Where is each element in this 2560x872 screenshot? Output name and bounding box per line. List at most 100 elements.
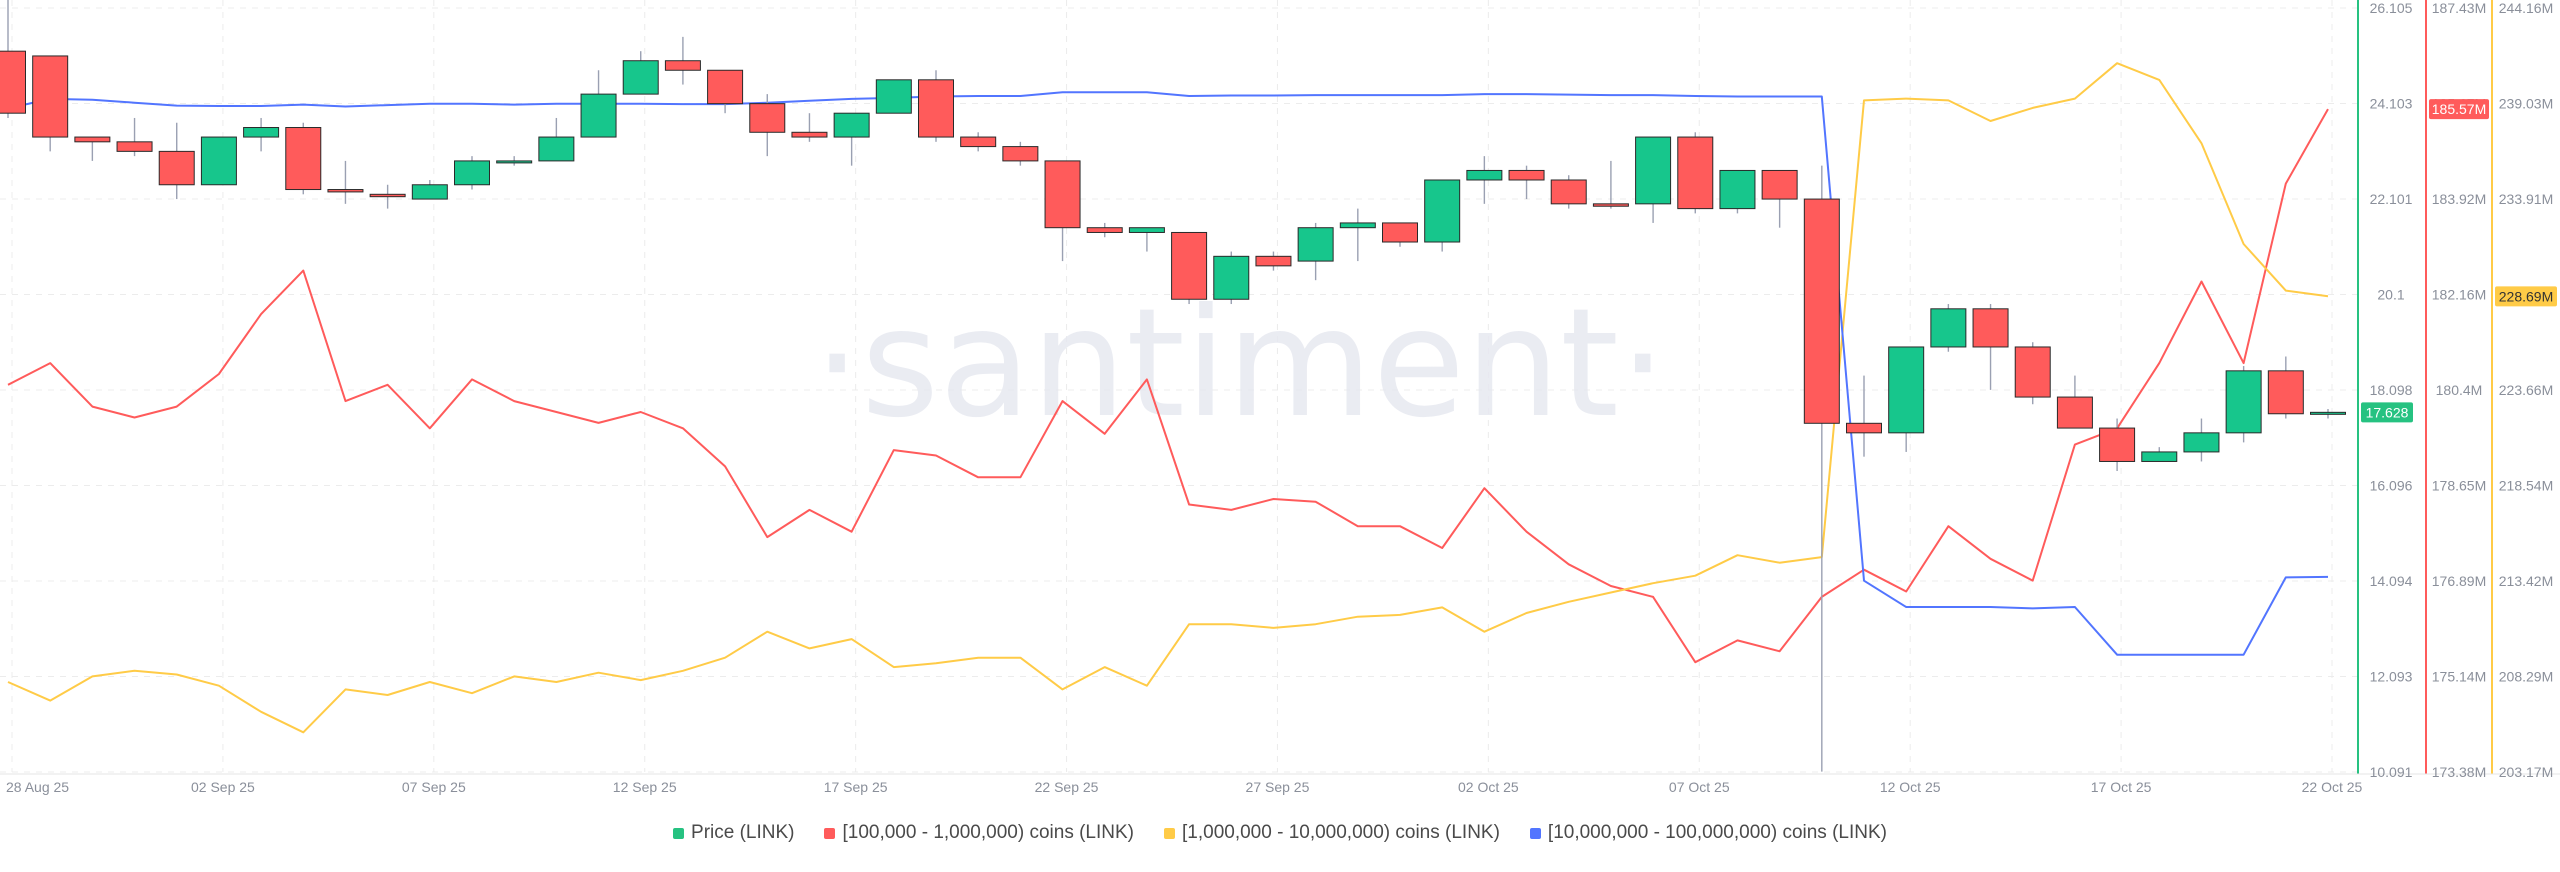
candle-body (960, 136, 997, 148)
legend-item-10m-100m[interactable]: [10,000,000 - 100,000,000) coins (LINK) (1529, 822, 1887, 844)
x-tick-label: 07 Oct 25 (1669, 779, 1730, 795)
candle-body (0, 50, 26, 114)
price-axis-tick-label: 16.096 (2370, 478, 2413, 494)
candles (0, 0, 2346, 772)
candle-body (243, 127, 280, 138)
legend-item-1m-10m[interactable]: [1,000,000 - 10,000,000) coins (LINK) (1164, 822, 1500, 844)
yellow-axis-tick-label: 208.29M (2499, 669, 2553, 685)
candle-body (2014, 346, 2051, 398)
yellow-axis-tick-label: 244.16M (2499, 0, 2553, 16)
price-axis-tick-label: 26.105 (2370, 0, 2413, 16)
price-axis-tick-label: 14.094 (2370, 573, 2413, 589)
x-tick-label: 12 Sep 25 (613, 779, 677, 795)
candle-body (1255, 255, 1292, 267)
x-tick-label: 22 Sep 25 (1035, 779, 1099, 795)
yellow-axis-tick-label: 239.03M (2499, 96, 2553, 112)
price-axis-tick-label: 24.103 (2370, 96, 2413, 112)
candle-body (1635, 136, 1672, 205)
candle-body (1972, 308, 2009, 348)
axes: 26.105 24.103 22.101 20.1 18.098 16.096 14.094… (0, 0, 2560, 795)
candle-body (1382, 222, 1418, 243)
legend-swatch (1164, 827, 1175, 839)
candle-body (116, 141, 153, 152)
candle-body (749, 103, 786, 133)
price-current-label: 17.628 (2366, 404, 2409, 420)
x-tick-label: 28 Aug 25 (6, 779, 69, 795)
legend-swatch (673, 827, 685, 839)
candle-body (1677, 136, 1714, 210)
price-axis-tick-label: 20.1 (2377, 287, 2404, 303)
candle-body (32, 55, 69, 138)
candle-body (1339, 222, 1376, 229)
candle-body (1213, 255, 1250, 300)
legend-label: Price (LINK) (691, 822, 795, 843)
series-layer (7, 62, 2329, 734)
candle-body (664, 60, 701, 71)
candle-body (918, 79, 954, 138)
candle-body (496, 160, 533, 164)
x-tick-label: 17 Oct 25 (2091, 779, 2152, 795)
yellow-axis-tick-label: 223.66M (2499, 382, 2553, 398)
red-current-label-bg (2429, 99, 2489, 120)
red-axis-tick-label: 183.92M (2432, 191, 2486, 207)
x-tick-label: 17 Sep 25 (824, 779, 888, 795)
candle-body (1761, 169, 1798, 200)
candle-body (2183, 432, 2220, 453)
candle-body (1888, 346, 1925, 434)
candle-body (327, 189, 364, 193)
candle-body (369, 193, 406, 198)
candle-body (2099, 427, 2136, 462)
price-axis-tick-label: 22.101 (2370, 191, 2413, 207)
legend-label: [100,000 - 1,000,000) coins (LINK) (842, 822, 1134, 843)
red-axis-tick-label: 176.89M (2432, 573, 2486, 589)
candle-body (1930, 308, 1967, 348)
candle-body (74, 136, 111, 143)
candle-body (158, 150, 195, 186)
yellow-current-label-bg (2495, 286, 2557, 307)
x-tick-label: 07 Sep 25 (402, 779, 466, 795)
price-axis-tick-label: 18.098 (2370, 382, 2413, 398)
x-tick-label: 22 Oct 25 (2302, 779, 2363, 795)
candle-body (1171, 231, 1208, 300)
yellow-axis-tick-label: 203.17M (2499, 764, 2553, 780)
candle-body (1550, 179, 1587, 205)
candle-body (1719, 169, 1756, 210)
candle-body (1466, 169, 1503, 181)
red-axis-tick-label: 175.14M (2432, 669, 2486, 685)
candle-body (1128, 227, 1165, 233)
candle-body (875, 79, 912, 114)
yellow-axis-tick-label: 218.54M (2499, 478, 2553, 494)
candle-body (411, 184, 448, 200)
candle-body (538, 136, 575, 162)
candle-body (1592, 203, 1629, 207)
candle-body (454, 160, 490, 186)
candle-body (580, 93, 617, 138)
candle-body (1803, 198, 1840, 424)
x-tick-label: 02 Sep 25 (191, 779, 255, 795)
candle-body (1044, 160, 1081, 229)
legend-swatch (1529, 827, 1541, 839)
series-line-1 (7, 62, 2329, 734)
yellow-axis-tick-label: 233.91M (2499, 191, 2553, 207)
series-line-0 (7, 108, 2329, 664)
legend-swatch (824, 827, 836, 839)
candle-body (200, 136, 237, 186)
candle-body (2267, 370, 2304, 415)
candle-body (622, 60, 659, 95)
series-line-2 (7, 91, 2329, 656)
price-axis-tick-label: 10.091 (2370, 764, 2413, 780)
legend-item-100k-1m[interactable]: [100,000 - 1,000,000) coins (LINK) (824, 822, 1134, 844)
candle-body (1508, 169, 1545, 181)
legend-item-price[interactable]: Price (LINK) (673, 822, 794, 844)
candle-body (2310, 411, 2346, 415)
candle-body (791, 131, 828, 138)
candle-body (2056, 396, 2093, 429)
candle-body (2225, 370, 2262, 434)
candle-body (2141, 451, 2178, 462)
red-axis-tick-label: 187.43M (2432, 0, 2486, 16)
candle-body (833, 112, 870, 138)
candle-body (285, 127, 322, 191)
red-axis-tick-label: 178.65M (2432, 478, 2486, 494)
